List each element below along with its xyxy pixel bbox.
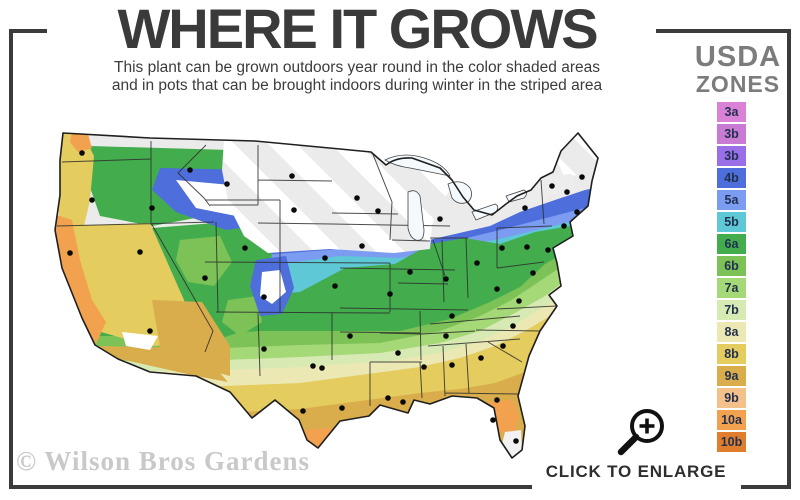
city-dot	[261, 346, 267, 352]
subtitle-line-2: and in pots that can be brought indoors …	[111, 77, 603, 94]
city-dot	[395, 350, 401, 356]
zone-swatch-7b: 7b	[717, 300, 746, 320]
city-dot	[149, 205, 155, 211]
zone-swatch-3b: 3b	[717, 146, 746, 166]
city-dot	[242, 245, 248, 251]
great-lakes	[384, 154, 527, 241]
city-dot	[319, 365, 325, 371]
city-dot	[579, 174, 585, 180]
city-dot	[261, 294, 267, 300]
city-dot	[385, 395, 391, 401]
frame-right-border	[787, 29, 791, 489]
zone-swatch-10a: 10a	[717, 410, 746, 430]
city-dot	[67, 250, 73, 256]
city-dot	[332, 283, 338, 289]
legend-title-line-1: USDA	[694, 41, 782, 73]
city-dot	[516, 298, 522, 304]
city-dot	[549, 183, 555, 189]
city-dot-markers	[67, 150, 585, 444]
watermark: © Wilson Bros Gardens	[16, 446, 310, 476]
frame-bottom-right	[741, 485, 791, 489]
page-subtitle: This plant can be grown outdoors year ro…	[12, 59, 702, 95]
frame-bottom-left	[9, 485, 532, 489]
city-dot	[407, 269, 413, 275]
city-dot	[522, 205, 528, 211]
city-dot	[289, 173, 295, 179]
city-dot	[474, 260, 480, 266]
city-dot	[530, 270, 536, 276]
city-dot	[339, 405, 345, 411]
city-dot	[449, 362, 455, 368]
city-dot	[545, 247, 551, 253]
city-dot	[137, 249, 143, 255]
click-to-enlarge-label[interactable]: CLICK TO ENLARGE	[545, 462, 727, 481]
city-dot	[202, 275, 208, 281]
city-dot	[561, 223, 567, 229]
city-dot	[574, 209, 580, 215]
zone-swatch-8b: 8b	[717, 344, 746, 364]
city-dot	[322, 255, 328, 261]
city-dot	[494, 397, 500, 403]
magnifier-zoom-icon[interactable]	[603, 400, 673, 462]
city-dot	[354, 195, 360, 201]
city-dot	[291, 207, 297, 213]
frame-top-left-stub	[9, 29, 47, 33]
zone-swatch-5b: 5b	[717, 212, 746, 232]
city-dot	[347, 333, 353, 339]
city-dot	[564, 189, 570, 195]
city-dot	[300, 408, 306, 414]
city-dot	[499, 245, 505, 251]
city-dot	[310, 363, 316, 369]
city-dot	[147, 328, 153, 334]
city-dot	[421, 364, 427, 370]
us-outline	[54, 132, 599, 459]
zone-swatch-5a: 5a	[717, 190, 746, 210]
city-dot	[79, 150, 85, 156]
zone-swatch-4b: 4b	[717, 168, 746, 188]
zone-swatch-8a: 8a	[717, 322, 746, 342]
legend-title: USDA ZONES	[688, 42, 788, 96]
subtitle-line-1: This plant can be grown outdoors year ro…	[114, 59, 600, 76]
legend-zone-list: 3a 3b 3b 4b 5a 5b 6a 6b 7a 7b 8a 8b 9a 9b 10a 10b	[717, 102, 747, 454]
city-dot	[443, 276, 449, 282]
city-dot	[89, 197, 95, 203]
city-dot	[524, 244, 530, 250]
zone-swatch-9a: 9a	[717, 366, 746, 386]
page-title: WHERE IT GROWS	[117, 0, 598, 60]
zone-swatch-3b: 3b	[717, 124, 746, 144]
city-dot	[224, 181, 230, 187]
zone-swatch-10b: 10b	[717, 432, 746, 452]
frame-left-border	[9, 29, 13, 489]
city-dot	[400, 399, 406, 405]
zone-swatch-6b: 6b	[717, 256, 746, 276]
zone-swatch-9b: 9b	[717, 388, 746, 408]
city-dot	[187, 167, 193, 173]
zone-swatch-3a: 3a	[717, 102, 746, 122]
zone-swatch-6a: 6a	[717, 234, 746, 254]
frame-top-right	[656, 29, 791, 33]
legend-title-line-2: ZONES	[695, 71, 781, 97]
zone-swatch-7a: 7a	[717, 278, 746, 298]
city-dot	[359, 243, 365, 249]
city-dot	[443, 333, 449, 339]
city-dot	[478, 355, 484, 361]
city-dot	[500, 343, 506, 349]
city-dot	[375, 208, 381, 214]
city-dot	[490, 417, 496, 423]
click-to-enlarge[interactable]: CLICK TO ENLARGE	[531, 400, 741, 482]
city-dot	[437, 216, 443, 222]
city-dot	[494, 286, 500, 292]
city-dot	[387, 291, 393, 297]
city-dot	[449, 313, 455, 319]
city-dot	[513, 438, 519, 444]
city-dot	[510, 323, 516, 329]
